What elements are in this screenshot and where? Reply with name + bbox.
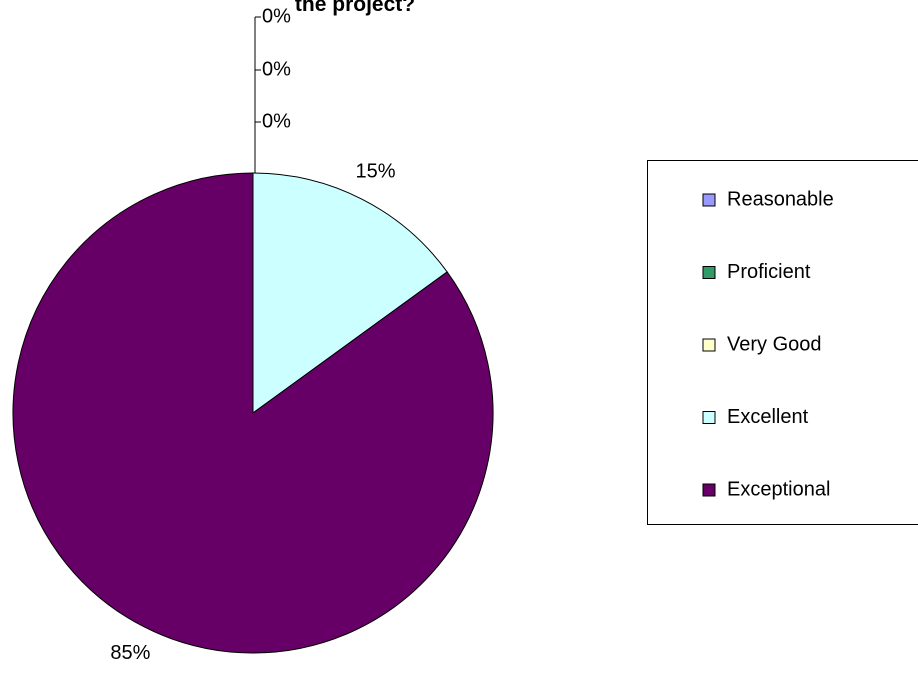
data-label: 0% [262,5,291,27]
data-label: 0% [262,58,291,80]
legend-label: Very Good [727,333,822,355]
legend-box [647,160,918,525]
data-label: 15% [356,161,396,183]
legend-label: Exceptional [727,478,830,500]
legend-swatch [702,411,716,424]
legend-label: Reasonable [727,188,834,210]
legend-label: Proficient [727,261,811,283]
pie-slice [252,172,448,414]
legend-label: Excellent [727,406,809,428]
legend-swatch [702,483,716,497]
legend-swatch [702,266,716,279]
legend-swatch [702,193,716,207]
data-label: 85% [110,642,150,664]
legend-swatch [702,338,716,352]
pie-slice [12,172,494,654]
chart-title: the project? [295,0,415,16]
data-label: 0% [262,110,291,132]
